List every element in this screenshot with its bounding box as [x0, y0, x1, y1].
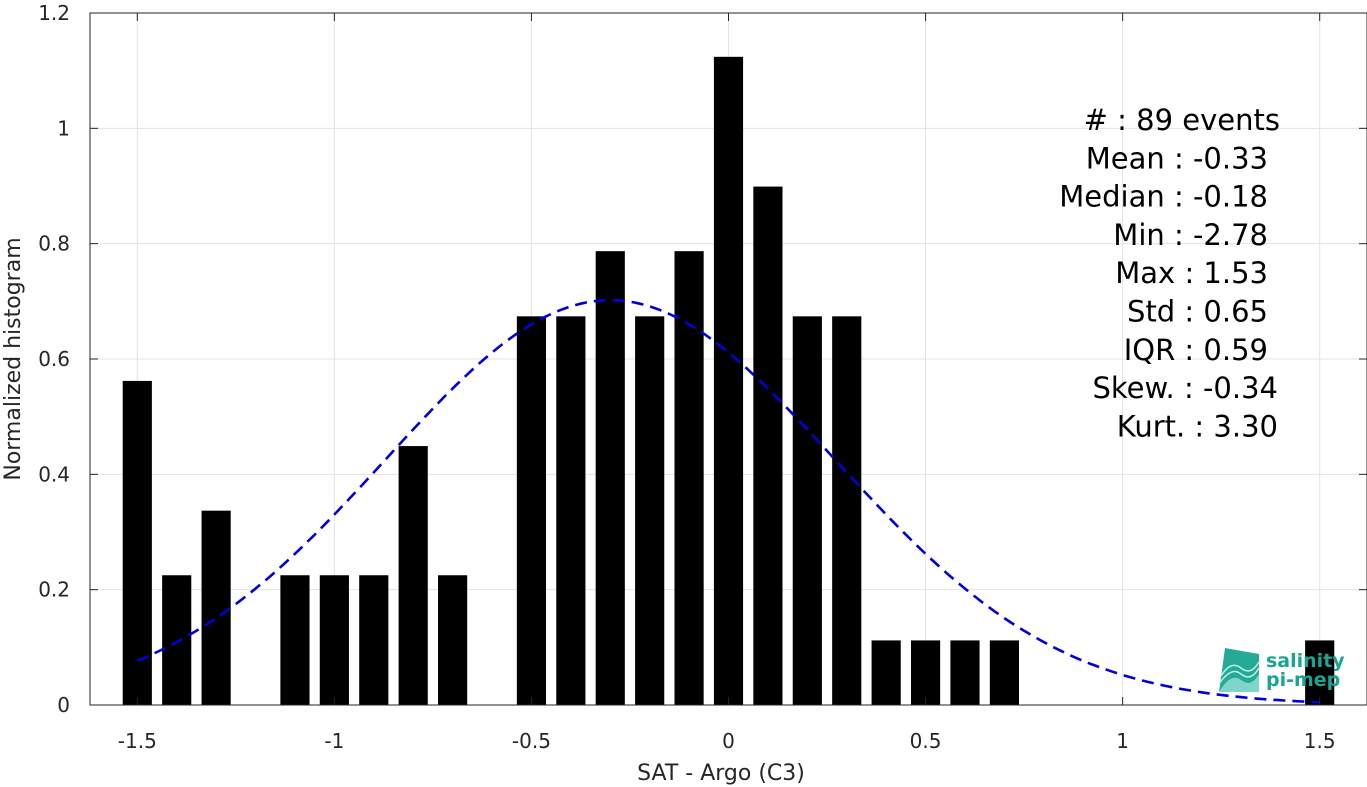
- stat-line: Std : 0.65: [1127, 295, 1268, 329]
- x-tick-label: 1.5: [1304, 729, 1336, 753]
- y-tick-label: 1.2: [38, 1, 70, 25]
- histogram-bar: [319, 575, 349, 705]
- x-axis: -1.5 -1 -0.5 0 0.5 1 1.5: [118, 13, 1336, 753]
- gaussian-fit-curve: [136, 298, 1320, 704]
- histogram-bar: [871, 640, 901, 705]
- histogram-bar: [438, 575, 468, 705]
- x-tick-label: -1.5: [118, 729, 157, 753]
- stat-line: Median : -0.18: [1059, 180, 1268, 214]
- stat-line: IQR : 0.59: [1124, 333, 1268, 367]
- histogram-bar: [556, 316, 586, 705]
- stat-line: Max : 1.53: [1115, 256, 1268, 290]
- logo-text-line1: salinity: [1266, 650, 1345, 672]
- histogram-bar: [753, 186, 783, 705]
- x-tick-label: 0: [722, 729, 735, 753]
- histogram-bar: [832, 316, 862, 705]
- y-tick-label: 0.2: [38, 578, 70, 602]
- logo-wave-icon: [1218, 648, 1260, 692]
- histogram-bar: [201, 510, 231, 705]
- histogram-bar: [359, 575, 389, 705]
- statistics-box: # : 89 events Mean : -0.33 Median : -0.18 M…: [1059, 103, 1280, 443]
- histogram-bar: [122, 380, 152, 705]
- y-tick-label: 0.8: [38, 232, 70, 256]
- x-tick-label: -0.5: [512, 729, 551, 753]
- histogram-bar: [595, 251, 625, 705]
- logo: salinity pi-mep: [1218, 648, 1345, 692]
- histogram-bar: [280, 575, 310, 705]
- histogram-bars: [122, 56, 1335, 706]
- y-axis-label: Normalized histogram: [1, 237, 26, 480]
- histogram-bar: [162, 575, 192, 705]
- histogram-bar: [989, 640, 1019, 705]
- x-tick-label: 1: [1116, 729, 1129, 753]
- histogram-bar: [950, 640, 980, 705]
- stat-line: Mean : -0.33: [1086, 141, 1268, 175]
- histogram-bar: [713, 56, 744, 706]
- x-tick-label: 0.5: [910, 729, 942, 753]
- x-axis-label: SAT - Argo (C3): [637, 761, 805, 786]
- histogram-bar: [792, 316, 822, 705]
- y-axis: 0 0.2 0.4 0.6 0.8 1 1.2: [38, 1, 1367, 717]
- stat-line: Kurt. : 3.30: [1117, 409, 1278, 443]
- y-tick-label: 0.4: [38, 462, 70, 486]
- stat-line: Skew. : -0.34: [1092, 371, 1278, 405]
- histogram-bar: [1305, 640, 1335, 705]
- x-tick-label: -1: [324, 729, 344, 753]
- stat-line: Min : -2.78: [1113, 218, 1268, 252]
- y-tick-label: 0: [57, 693, 70, 717]
- histogram-bar: [398, 446, 428, 705]
- histogram-bar: [635, 316, 665, 705]
- logo-text-line2: pi-mep: [1266, 669, 1340, 691]
- y-tick-label: 0.6: [38, 347, 70, 371]
- stat-line: # : 89 events: [1084, 103, 1280, 137]
- histogram-bar: [910, 640, 941, 705]
- y-tick-label: 1: [57, 116, 70, 140]
- histogram-bar: [674, 251, 704, 705]
- histogram-bar: [516, 316, 547, 705]
